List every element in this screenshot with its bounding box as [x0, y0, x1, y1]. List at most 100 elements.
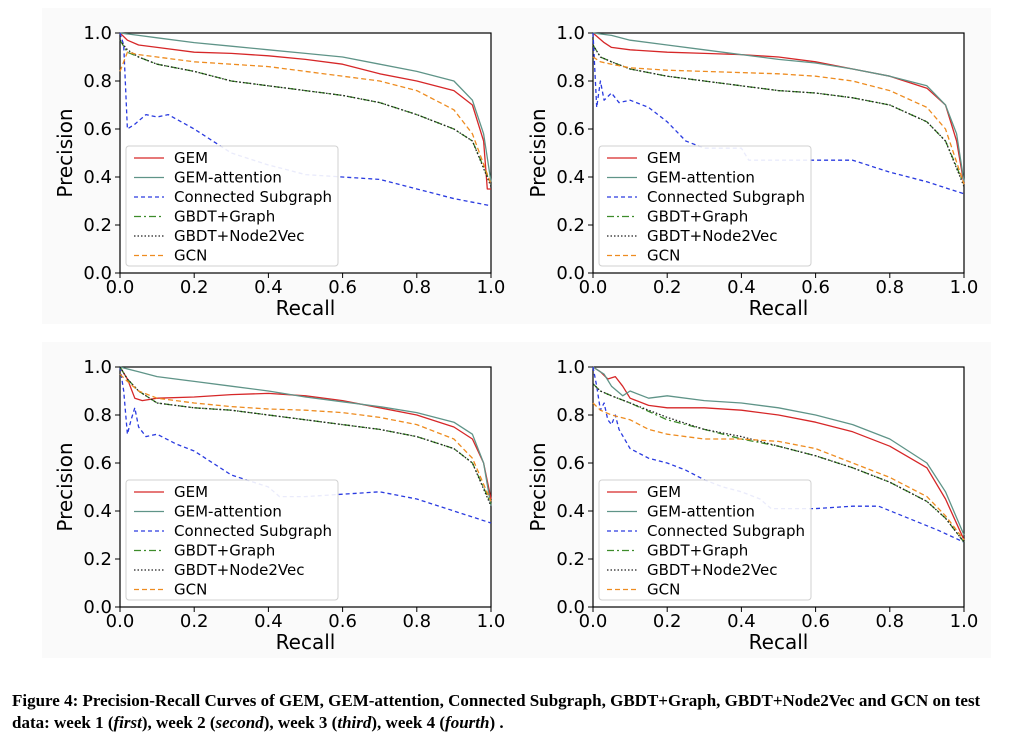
series-line-gem — [119, 32, 491, 190]
x-tick-label: 0.0 — [579, 611, 608, 632]
legend-label: GEM-attention — [647, 503, 755, 521]
x-tick-label: 0.4 — [254, 611, 283, 632]
legend-box — [125, 145, 339, 267]
legend-label: GBDT+Graph — [174, 542, 275, 560]
series-line-gem-attention — [592, 32, 965, 182]
legend-label: GBDT+Graph — [647, 208, 748, 226]
y-tick-label: 0.8 — [556, 405, 585, 426]
y-tick-label: 0.6 — [83, 119, 112, 140]
chart-panel-4: 0.0 0.2 0.4 0.6 0.8 1.0 0.0 0.2 0.4 0.6 0.8 1.0 Reca… — [515, 342, 991, 658]
series-line-connected-subgraph — [119, 32, 492, 207]
x-tick-label: 0.6 — [328, 611, 357, 632]
x-tick-label: 0.8 — [402, 277, 431, 298]
legend-box — [598, 145, 812, 267]
x-tick-label: 1.0 — [477, 277, 506, 298]
legend-box — [598, 479, 812, 601]
legend-label: GEM — [647, 483, 681, 501]
series-line-connected-subgraph — [119, 366, 492, 524]
y-tick-label: 0.4 — [556, 167, 585, 188]
series-line-gcn — [119, 373, 492, 502]
series-line-gem — [592, 366, 965, 541]
y-tick-label: 1.0 — [556, 357, 585, 378]
x-tick-label: 0.4 — [254, 277, 283, 298]
x-tick-label: 0.0 — [579, 277, 608, 298]
legend-label: GBDT+Graph — [647, 542, 748, 560]
x-tick-label: 0.0 — [106, 277, 135, 298]
y-axis-label: Precision — [53, 108, 77, 197]
legend-label: GBDT+Graph — [174, 208, 275, 226]
x-tick-label: 0.2 — [653, 611, 682, 632]
y-tick-label: 0.4 — [556, 501, 585, 522]
y-axis-label: Precision — [526, 442, 550, 531]
legend-label: Connected Subgraph — [174, 188, 332, 206]
chart-panel-3: 0.0 0.2 0.4 0.6 0.8 1.0 0.0 0.2 0.4 0.6 0.8 1.0 Reca… — [42, 342, 518, 658]
series-line-gcn — [119, 51, 492, 185]
legend-label: GEM — [174, 483, 208, 501]
x-tick-label: 0.6 — [801, 611, 830, 632]
legend-label: GCN — [647, 581, 680, 599]
chart-panel-2: 0.0 0.2 0.4 0.6 0.8 1.0 0.0 0.2 0.4 0.6 0.8 1.0 Reca… — [515, 8, 991, 324]
y-tick-label: 0.2 — [83, 549, 112, 570]
x-tick-label: 0.8 — [402, 611, 431, 632]
y-tick-label: 1.0 — [556, 23, 585, 44]
series-line-connected-subgraph — [592, 366, 965, 543]
caption-week4-word: fourth — [445, 713, 490, 732]
series-line-gbdt-node2vec — [119, 39, 492, 187]
legend-label: GEM-attention — [174, 169, 282, 187]
y-tick-label: 0.2 — [83, 215, 112, 236]
caption-week1-word: first — [113, 713, 142, 732]
legend-label: GBDT+Node2Vec — [174, 227, 304, 245]
legend-label: GEM-attention — [647, 169, 755, 187]
x-axis-label: Recall — [749, 296, 809, 320]
y-tick-label: 0.0 — [556, 597, 585, 618]
figure-caption: Figure 4: Precision-Recall Curves of GEM… — [12, 691, 981, 732]
y-axis-label: Precision — [526, 108, 550, 197]
y-tick-label: 0.0 — [556, 263, 585, 284]
y-tick-label: 0.6 — [556, 119, 585, 140]
x-tick-label: 0.4 — [727, 611, 756, 632]
legend-label: GBDT+Node2Vec — [647, 227, 777, 245]
y-tick-label: 0.8 — [83, 71, 112, 92]
legend-label: Connected Subgraph — [647, 188, 805, 206]
y-tick-label: 0.2 — [556, 549, 585, 570]
x-tick-label: 0.6 — [801, 277, 830, 298]
chart-panel-1: 0.0 0.2 0.4 0.6 0.8 1.0 0.0 0.2 0.4 0.6 0.8 1.0 Reca… — [42, 8, 518, 324]
series-line-gcn — [592, 402, 965, 541]
x-tick-label: 0.2 — [180, 277, 209, 298]
legend-label: GCN — [647, 247, 680, 265]
x-tick-label: 0.8 — [875, 611, 904, 632]
x-tick-label: 0.2 — [653, 277, 682, 298]
x-tick-label: 0.2 — [180, 611, 209, 632]
legend-box — [125, 479, 339, 601]
series-line-gcn — [592, 56, 965, 185]
caption-week2-word: second — [215, 713, 264, 732]
x-tick-label: 0.6 — [328, 277, 357, 298]
x-tick-label: 1.0 — [950, 277, 979, 298]
series-line-gbdt-node2vec — [119, 366, 492, 507]
legend-label: Connected Subgraph — [174, 522, 332, 540]
legend-label: GCN — [174, 247, 207, 265]
x-tick-label: 0.4 — [727, 277, 756, 298]
y-tick-label: 0.4 — [83, 501, 112, 522]
x-axis-label: Recall — [276, 296, 336, 320]
series-line-gem-attention — [119, 32, 492, 182]
y-tick-label: 1.0 — [83, 23, 112, 44]
y-tick-label: 0.8 — [83, 405, 112, 426]
caption-week3-word: third — [337, 713, 372, 732]
x-axis-label: Recall — [276, 630, 336, 654]
series-line-gbdt-node2vec — [592, 383, 965, 543]
y-tick-label: 0.0 — [83, 597, 112, 618]
y-tick-label: 0.6 — [83, 453, 112, 474]
y-tick-label: 0.6 — [556, 453, 585, 474]
y-axis-label: Precision — [53, 442, 77, 531]
x-tick-label: 1.0 — [950, 611, 979, 632]
legend-label: GBDT+Node2Vec — [174, 561, 304, 579]
x-tick-label: 0.8 — [875, 277, 904, 298]
y-tick-label: 0.8 — [556, 71, 585, 92]
legend-label: GEM — [647, 149, 681, 167]
legend-label: GEM-attention — [174, 503, 282, 521]
